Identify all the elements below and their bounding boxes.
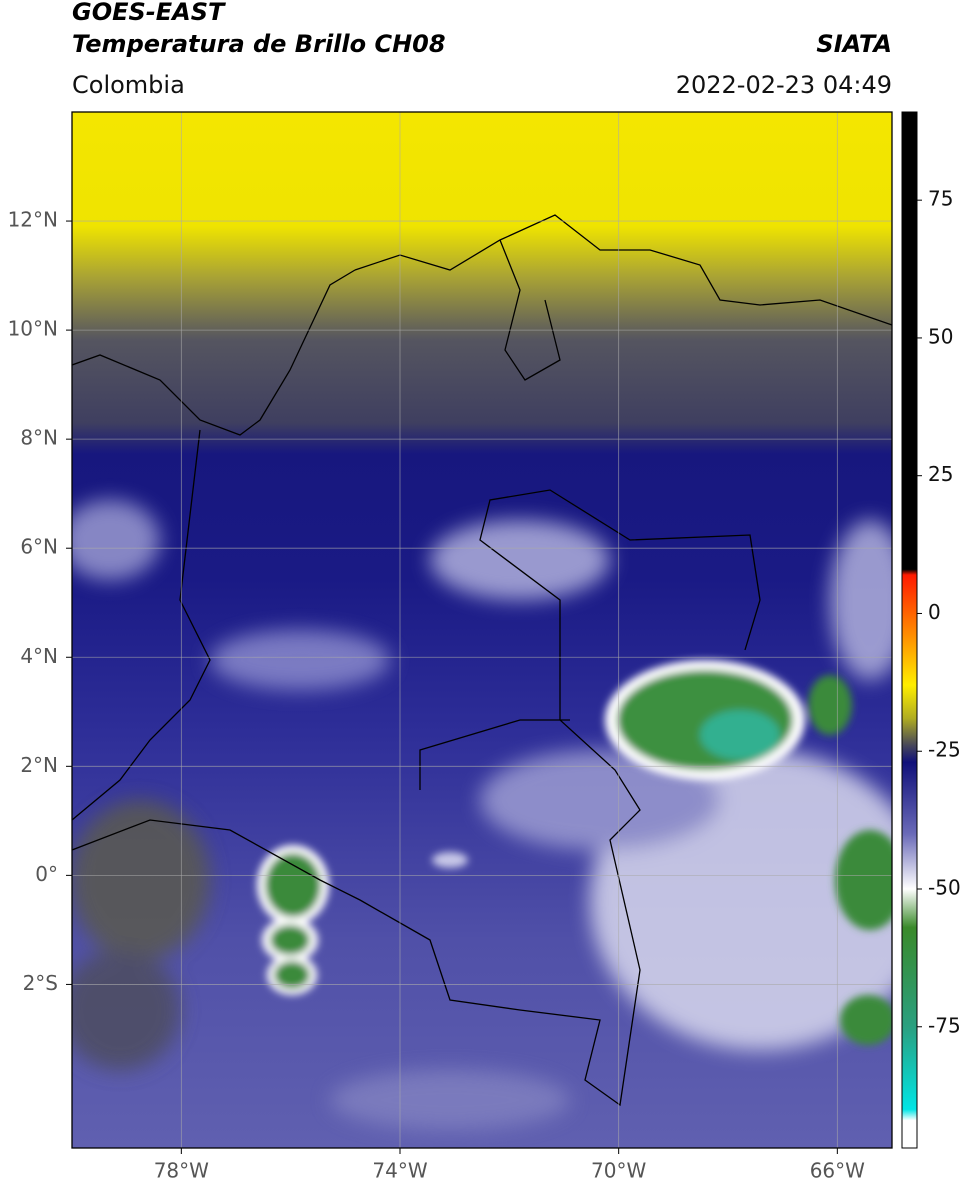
colorbar-tick-label: 0 xyxy=(928,600,941,624)
x-tick-label: 70°W xyxy=(591,1159,646,1183)
y-tick-label: 0° xyxy=(35,862,58,886)
source: SIATA xyxy=(816,30,892,58)
y-tick-label: 10°N xyxy=(8,317,58,341)
y-tick-label: 4°N xyxy=(20,644,58,668)
x-tick-label: 78°W xyxy=(154,1159,209,1183)
y-tick-label: 2°N xyxy=(20,753,58,777)
grid xyxy=(72,112,892,1148)
colorbar-tick-label: 50 xyxy=(928,324,953,348)
y-tick-label: 2°S xyxy=(23,971,58,995)
region: Colombia xyxy=(72,71,185,99)
x-tick-label: 66°W xyxy=(810,1159,865,1183)
colorbar xyxy=(901,111,918,1149)
satellite: GOES-EAST xyxy=(72,0,226,26)
y-tick-label: 8°N xyxy=(20,426,58,450)
product: Temperatura de Brillo CH08 xyxy=(72,30,446,58)
colorbar-tick-label: -75 xyxy=(928,1013,961,1037)
x-tick-label: 74°W xyxy=(372,1159,427,1183)
colorbar-tick-label: -25 xyxy=(928,738,961,762)
datetime: 2022-02-23 04:49 xyxy=(676,71,892,99)
colorbar-tick-label: 75 xyxy=(928,187,953,211)
colorbar-tick-label: -50 xyxy=(928,876,961,900)
map-frame xyxy=(71,111,893,1149)
y-tick-label: 12°N xyxy=(8,208,58,232)
colorbar-tick-label: 25 xyxy=(928,462,953,486)
y-tick-label: 6°N xyxy=(20,535,58,559)
satellite-image xyxy=(72,112,892,1148)
